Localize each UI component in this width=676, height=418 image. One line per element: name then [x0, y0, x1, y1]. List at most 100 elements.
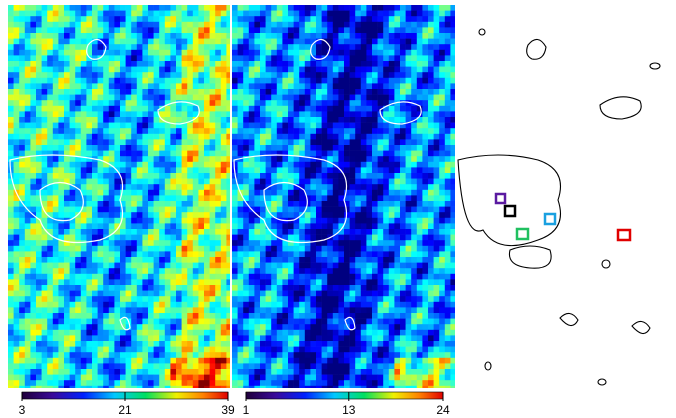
- pixel: [103, 184, 109, 190]
- pixel: [53, 106, 59, 112]
- pixel: [103, 330, 109, 336]
- pixel: [182, 363, 188, 369]
- pixel: [394, 89, 400, 95]
- pixel: [372, 156, 378, 162]
- pixel: [338, 11, 344, 17]
- pixel: [389, 145, 395, 151]
- pixel: [226, 179, 232, 185]
- pixel: [42, 67, 48, 73]
- pixel: [114, 257, 120, 263]
- pixel: [187, 184, 193, 190]
- pixel: [215, 16, 221, 22]
- pixel: [86, 167, 92, 173]
- pixel: [417, 78, 423, 84]
- pixel: [165, 78, 171, 84]
- pixel: [400, 173, 406, 179]
- pixel: [126, 223, 132, 229]
- pixel: [316, 78, 322, 84]
- pixel: [148, 117, 154, 123]
- pixel: [142, 246, 148, 252]
- pixel: [137, 268, 143, 274]
- pixel: [109, 313, 115, 319]
- pixel: [372, 162, 378, 168]
- pixel: [193, 134, 199, 140]
- pixel: [159, 145, 165, 151]
- pixel: [439, 218, 445, 224]
- pixel: [148, 16, 154, 22]
- pixel: [86, 128, 92, 134]
- pixel: [215, 319, 221, 325]
- pixel: [165, 33, 171, 39]
- pixel: [109, 352, 115, 358]
- pixel: [19, 128, 25, 134]
- pixel: [81, 223, 87, 229]
- pixel: [148, 123, 154, 129]
- pixel: [411, 285, 417, 291]
- pixel: [92, 386, 98, 392]
- pixel: [383, 268, 389, 274]
- pixel: [103, 347, 109, 353]
- pixel: [394, 268, 400, 274]
- pixel: [294, 134, 300, 140]
- pixel: [176, 307, 182, 313]
- pixel: [114, 319, 120, 325]
- pixel: [154, 195, 160, 201]
- pixel: [299, 263, 305, 269]
- pixel: [58, 246, 64, 252]
- pixel: [19, 307, 25, 313]
- pixel: [25, 190, 31, 196]
- pixel: [159, 352, 165, 358]
- pixel: [98, 173, 104, 179]
- pixel: [450, 27, 456, 33]
- pixel: [170, 291, 176, 297]
- pixel: [310, 167, 316, 173]
- pixel: [221, 347, 227, 353]
- pixel: [126, 307, 132, 313]
- pixel: [64, 324, 70, 330]
- pixel: [316, 128, 322, 134]
- pixel: [310, 218, 316, 224]
- pixel: [137, 386, 143, 392]
- pixel: [299, 151, 305, 157]
- pixel: [366, 11, 372, 17]
- pixel: [204, 106, 210, 112]
- pixel: [92, 285, 98, 291]
- pixel: [266, 190, 272, 196]
- pixel: [53, 324, 59, 330]
- pixel: [176, 151, 182, 157]
- pixel: [372, 274, 378, 280]
- pixel: [445, 5, 451, 11]
- pixel: [226, 207, 232, 213]
- pixel: [142, 83, 148, 89]
- pixel: [75, 386, 81, 392]
- pixel: [170, 72, 176, 78]
- pixel: [350, 5, 356, 11]
- pixel: [92, 375, 98, 381]
- pixel: [355, 139, 361, 145]
- pixel: [338, 162, 344, 168]
- pixel: [126, 128, 132, 134]
- pixel: [210, 347, 216, 353]
- pixel: [422, 61, 428, 67]
- pixel: [114, 50, 120, 56]
- pixel: [434, 72, 440, 78]
- pixel: [53, 11, 59, 17]
- pixel: [120, 380, 126, 386]
- pixel: [294, 257, 300, 263]
- pixel: [310, 212, 316, 218]
- pixel: [271, 190, 277, 196]
- pixel: [8, 380, 14, 386]
- pixel: [137, 50, 143, 56]
- pixel: [165, 67, 171, 73]
- pixel: [243, 27, 249, 33]
- pixel: [58, 268, 64, 274]
- pixel: [30, 313, 36, 319]
- pixel: [355, 184, 361, 190]
- pixel: [75, 61, 81, 67]
- pixel: [249, 111, 255, 117]
- pixel: [182, 352, 188, 358]
- pixel: [411, 145, 417, 151]
- pixel: [165, 369, 171, 375]
- pixel: [316, 313, 322, 319]
- pixel: [417, 240, 423, 246]
